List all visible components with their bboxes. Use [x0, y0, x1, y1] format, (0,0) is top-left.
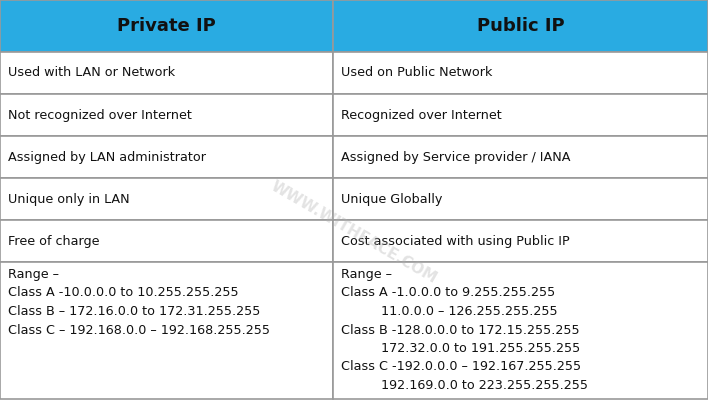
- Bar: [0, 178, 333, 220]
- Text: Range –
Class A -1.0.0.0 to 9.255.255.255
          11.0.0.0 – 126.255.255.255
C: Range – Class A -1.0.0.0 to 9.255.255.25…: [341, 268, 588, 392]
- Bar: [333, 136, 708, 178]
- Bar: [0, 136, 333, 178]
- Text: Unique only in LAN: Unique only in LAN: [8, 192, 130, 205]
- Bar: [0, 52, 333, 94]
- Text: Assigned by Service provider / IANA: Assigned by Service provider / IANA: [341, 150, 571, 164]
- Bar: [333, 220, 708, 262]
- Text: Cost associated with using Public IP: Cost associated with using Public IP: [341, 235, 570, 247]
- Bar: [0, 220, 333, 262]
- Text: Recognized over Internet: Recognized over Internet: [341, 109, 502, 122]
- Bar: [333, 94, 708, 136]
- Text: Range –
Class A -10.0.0.0 to 10.255.255.255
Class B – 172.16.0.0 to 172.31.255.2: Range – Class A -10.0.0.0 to 10.255.255.…: [8, 268, 270, 336]
- Text: Public IP: Public IP: [476, 17, 564, 35]
- Text: Assigned by LAN administrator: Assigned by LAN administrator: [8, 150, 206, 164]
- Bar: [0, 262, 333, 399]
- Text: WWW.WITHEACE.COM: WWW.WITHEACE.COM: [268, 179, 440, 286]
- Text: Used with LAN or Network: Used with LAN or Network: [8, 67, 175, 79]
- Bar: [333, 178, 708, 220]
- Bar: [0, 0, 333, 52]
- Text: Private IP: Private IP: [117, 17, 216, 35]
- Text: Not recognized over Internet: Not recognized over Internet: [8, 109, 192, 122]
- Bar: [0, 94, 333, 136]
- Text: Used on Public Network: Used on Public Network: [341, 67, 492, 79]
- Bar: [333, 0, 708, 52]
- Bar: [333, 262, 708, 399]
- Text: Free of charge: Free of charge: [8, 235, 100, 247]
- Bar: [333, 52, 708, 94]
- Text: Unique Globally: Unique Globally: [341, 192, 442, 205]
